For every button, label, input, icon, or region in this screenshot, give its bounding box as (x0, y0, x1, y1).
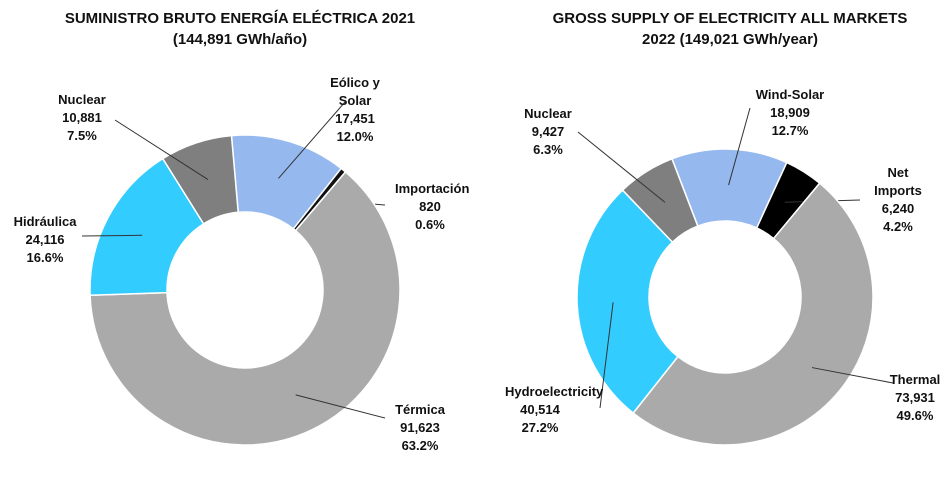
category-label: Térmica (395, 402, 445, 417)
leader-line (81, 234, 143, 237)
subtitle: (144,891 GWh/año) (172, 31, 308, 48)
leader-line (114, 119, 209, 180)
leader-line (278, 101, 346, 179)
category-label: Hydroelectricity (505, 384, 604, 399)
chart-title: SUMINISTRO BRUTO ENERGÍA ELÉCTRICA 2021 (… (30, 8, 450, 50)
slice (621, 157, 699, 244)
share-label: 4.2% (883, 219, 913, 234)
value-label: 9,427 (531, 124, 565, 139)
value-label: 10,881 (62, 110, 102, 125)
value-label: 6,240 (881, 201, 915, 216)
share-label: 63.2% (401, 438, 439, 453)
title: GROSS SUPPLY OF ELECTRICITY ALL MARKETS (552, 10, 908, 27)
value-label: 73,931 (895, 390, 935, 405)
title: SUMINISTRO BRUTO ENERGÍA ELÉCTRICA 2021 (64, 10, 416, 27)
slice (161, 134, 240, 225)
category-label: Eólico y Solar (330, 75, 380, 108)
slice (89, 170, 401, 446)
subtitle: 2022 (149,021 GWh/year) (642, 31, 818, 48)
category-label: Thermal (889, 372, 941, 387)
share-label: 16.6% (26, 250, 64, 265)
share-label: 12.0% (336, 129, 374, 144)
category-label: Importación (395, 181, 470, 196)
value-label: 820 (419, 199, 441, 214)
slice-label: Eólico y Solar 17,451 12.0% (320, 74, 390, 146)
value-label: 91,623 (400, 420, 440, 435)
slice-label: Importación 820 0.6% (395, 180, 470, 234)
slice-label: Térmica 91,623 63.2% (395, 401, 445, 455)
slice-label: Hydroelectricity 40,514 27.2% (505, 383, 604, 437)
share-label: 12.7% (771, 123, 809, 138)
category-label: Net Imports (874, 165, 922, 198)
value-label: 24,116 (25, 232, 65, 247)
slice (632, 182, 874, 446)
slice-label: Nuclear 9,427 6.3% (524, 105, 572, 159)
category-label: Nuclear (58, 92, 106, 107)
share-label: 49.6% (896, 408, 934, 423)
category-label: Wind-Solar (755, 87, 825, 102)
slice-label: Wind-Solar 18,909 12.7% (756, 86, 825, 140)
slice-label: Hidráulica 24,116 16.6% (14, 213, 77, 267)
slice-label: Thermal 73,931 49.6% (890, 371, 941, 425)
slice (576, 189, 679, 415)
category-label: Nuclear (524, 106, 572, 121)
leader-line (577, 131, 666, 203)
category-label: Hidráulica (13, 214, 77, 229)
share-label: 27.2% (521, 420, 559, 435)
leader-line (728, 107, 751, 186)
value-label: 18,909 (770, 105, 810, 120)
share-label: 0.6% (415, 217, 445, 232)
leader-line (599, 302, 614, 409)
value-label: 17,451 (335, 111, 375, 126)
value-label: 40,514 (520, 402, 560, 417)
leader-line (295, 394, 386, 419)
leader-line (811, 367, 894, 384)
share-label: 7.5% (67, 128, 97, 143)
share-label: 6.3% (533, 142, 563, 157)
chart-title: GROSS SUPPLY OF ELECTRICITY ALL MARKETS 2… (520, 8, 940, 50)
slice-label: Net Imports 6,240 4.2% (874, 164, 922, 236)
slice-label: Nuclear 10,881 7.5% (58, 91, 106, 145)
